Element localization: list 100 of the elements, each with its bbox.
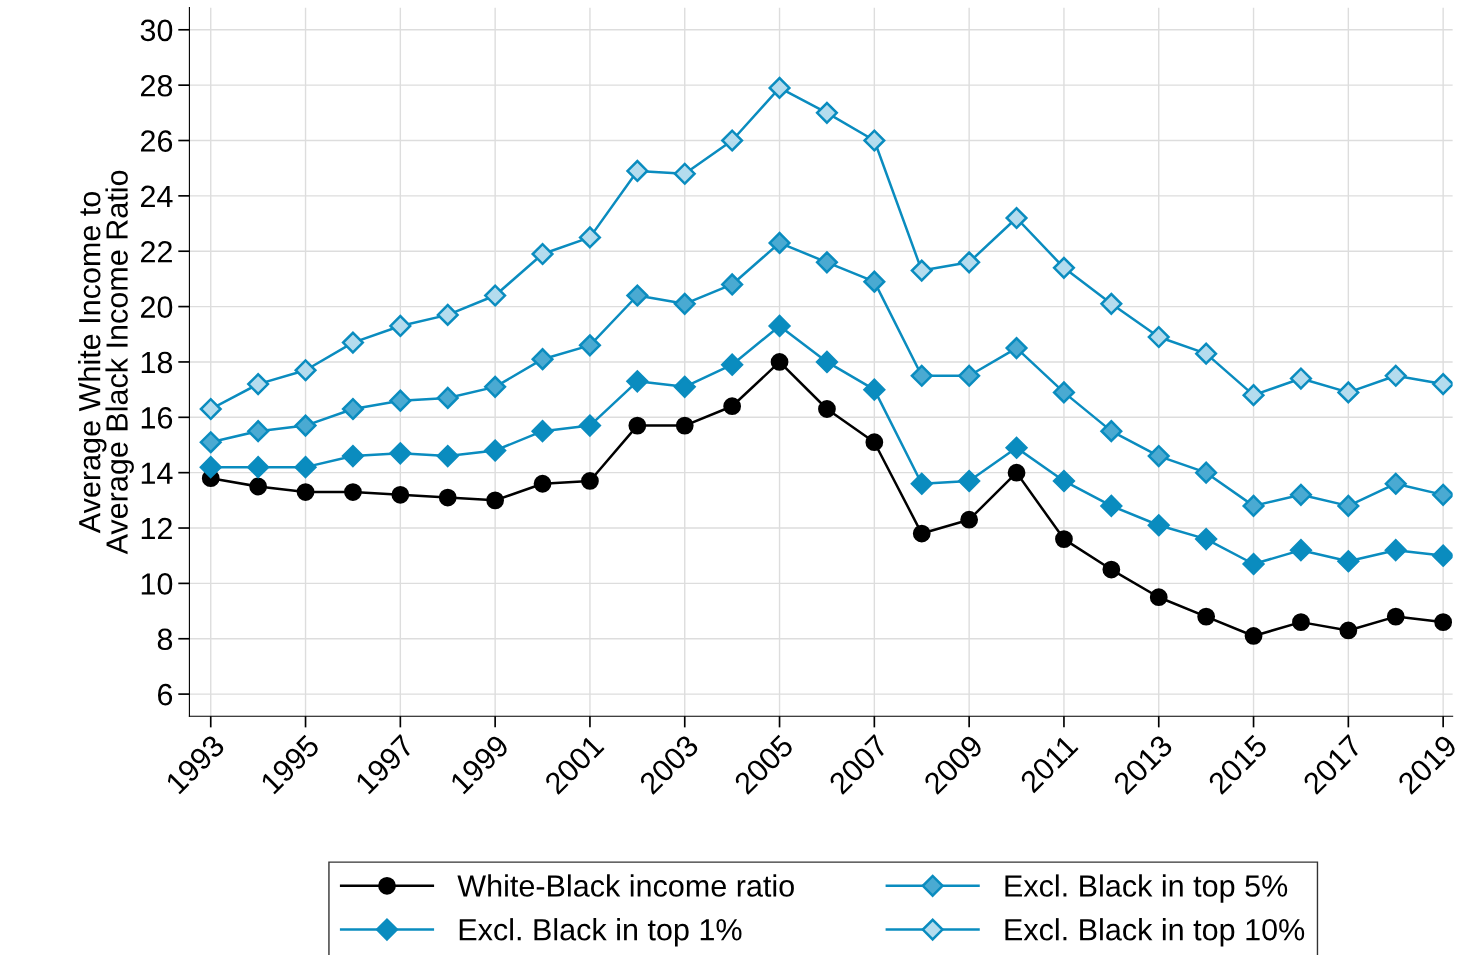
point [673, 375, 696, 398]
point [391, 485, 410, 504]
y-tick-label: 12 [141, 517, 172, 540]
point [626, 370, 649, 393]
legend-label: Excl. Black in top 5% [1005, 874, 1288, 903]
legend-label: Excl. Black in top 10% [1005, 918, 1305, 947]
point [1244, 627, 1263, 645]
point [1052, 256, 1076, 279]
point [912, 524, 931, 543]
point [1195, 342, 1218, 365]
y-tick-label: 26 [140, 130, 173, 152]
point [531, 348, 554, 371]
point [863, 378, 886, 401]
point [863, 270, 886, 293]
y-tick-label: 22 [140, 240, 172, 263]
point [958, 469, 981, 493]
point [721, 129, 744, 152]
point [721, 353, 744, 376]
point [1434, 613, 1453, 632]
point [1386, 607, 1405, 626]
y-axis-title: Average White Income to Average Black Income Ratio [78, 170, 134, 555]
point [1432, 483, 1453, 506]
point [768, 314, 791, 338]
point [910, 472, 933, 495]
point [294, 456, 317, 479]
point [721, 273, 744, 296]
y-tick-label: 14 [141, 462, 173, 484]
point [1005, 337, 1028, 360]
y-tick-label: 10 [141, 573, 173, 595]
point [1337, 381, 1360, 404]
point [1289, 483, 1313, 506]
point [1289, 367, 1313, 390]
point [1195, 461, 1218, 484]
point [1005, 436, 1028, 459]
point [1007, 463, 1026, 482]
point [247, 456, 270, 479]
point [1337, 494, 1360, 517]
point [531, 242, 554, 266]
point [1384, 472, 1407, 495]
point [581, 472, 599, 490]
point [199, 456, 222, 479]
point [484, 375, 507, 398]
point [910, 259, 933, 282]
y-tick-label: 16 [141, 407, 173, 429]
point [1100, 494, 1123, 517]
point [1102, 560, 1121, 579]
point [294, 414, 317, 437]
point [1197, 607, 1216, 626]
point [673, 162, 696, 185]
point [815, 251, 839, 274]
point [1242, 384, 1265, 407]
point [531, 420, 554, 443]
point [673, 292, 696, 315]
point [389, 314, 412, 338]
point [1242, 494, 1265, 517]
point [389, 389, 412, 412]
point [199, 397, 222, 421]
point [344, 483, 362, 501]
point [578, 226, 602, 249]
point [910, 364, 933, 387]
point [628, 416, 647, 435]
point [1147, 514, 1170, 537]
point [199, 431, 222, 454]
point [865, 433, 884, 452]
point [436, 444, 459, 468]
y-tick-label: 20 [140, 296, 173, 318]
point [247, 373, 270, 396]
point [341, 331, 365, 354]
point [484, 284, 507, 307]
point [294, 359, 317, 382]
point [247, 420, 270, 443]
point [960, 510, 979, 529]
point [389, 442, 412, 465]
point [675, 416, 694, 435]
y-tick-label: 24 [140, 185, 173, 207]
point [818, 400, 836, 418]
point [1052, 381, 1076, 404]
point [1384, 364, 1407, 387]
point [1195, 528, 1218, 551]
point [341, 444, 365, 468]
point [296, 483, 315, 501]
point [626, 159, 649, 183]
point [815, 101, 839, 124]
y-tick-label: 6 [158, 683, 173, 706]
point [626, 284, 649, 307]
point [1432, 373, 1453, 396]
point [958, 251, 981, 274]
point [436, 386, 459, 409]
point [486, 491, 505, 510]
y-tick-label: 30 [140, 19, 173, 42]
point [1432, 544, 1453, 567]
point [1292, 613, 1310, 632]
point [484, 439, 507, 462]
point [815, 350, 839, 374]
point [1005, 206, 1028, 230]
point [958, 364, 981, 387]
legend-label: White-Black income ratio [457, 874, 794, 897]
point [723, 397, 742, 416]
point [768, 231, 791, 254]
point [1052, 469, 1076, 493]
